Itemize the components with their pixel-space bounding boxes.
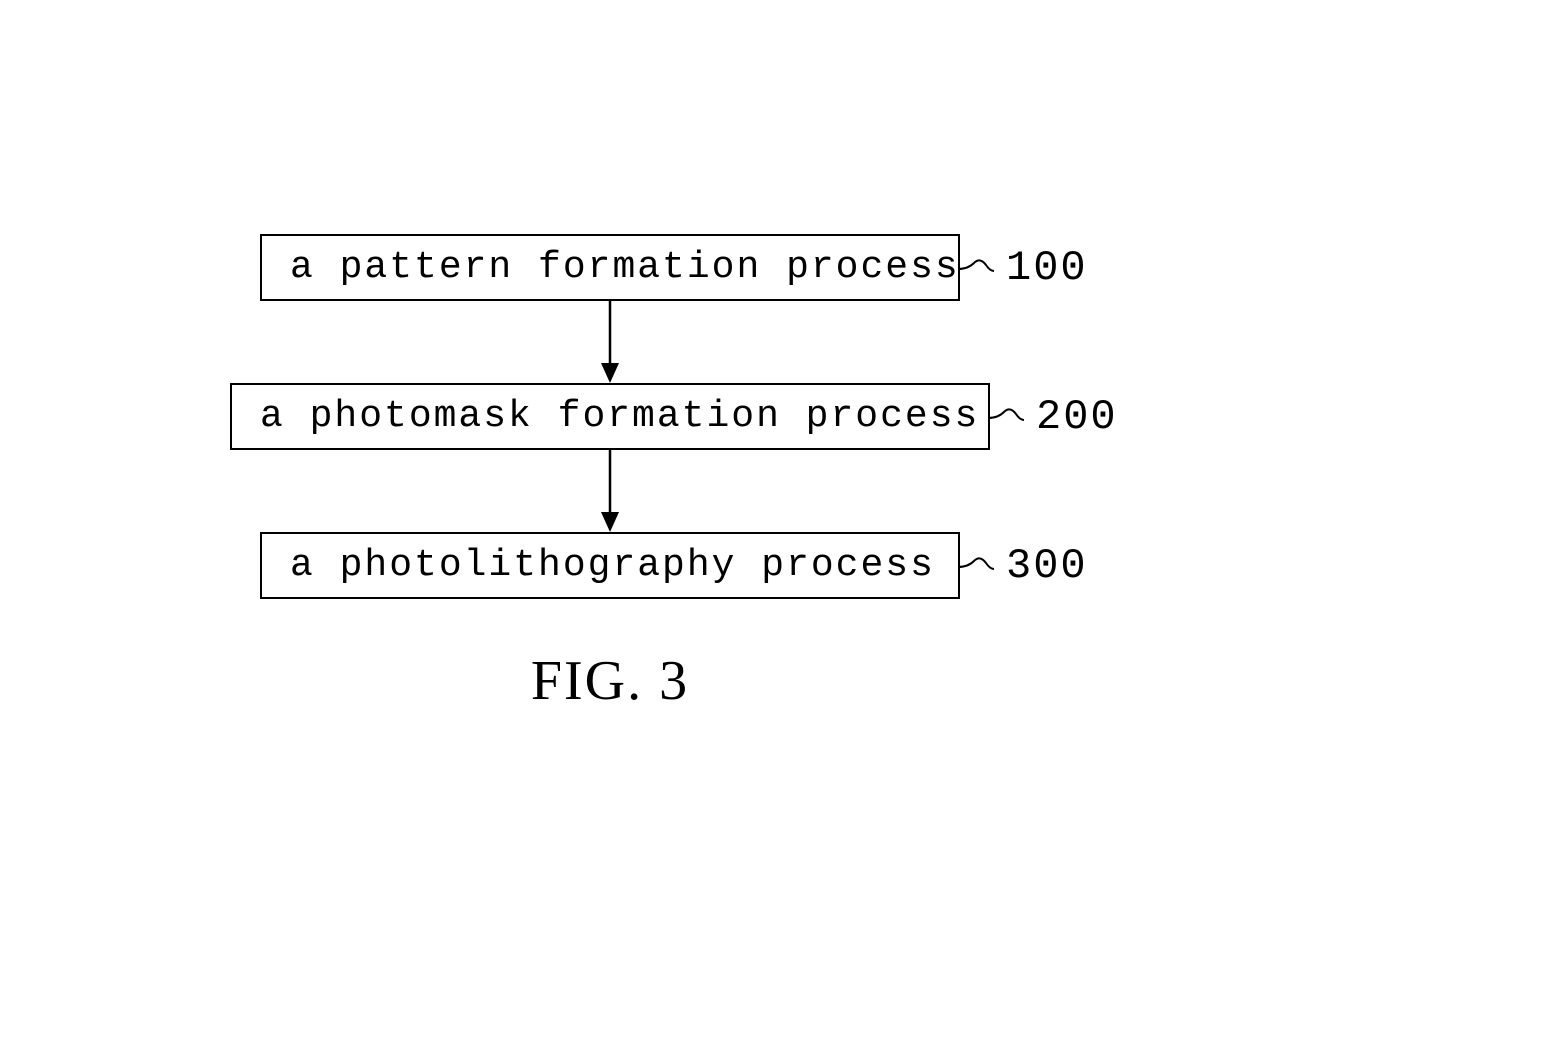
flow-row: a photomask formation process 200 [260, 383, 1260, 450]
flowchart-container: a pattern formation process 100 a photom… [260, 234, 1260, 713]
ref-connector-curve [988, 404, 1024, 430]
flow-node-label: a pattern formation process [290, 246, 960, 289]
flow-arrow [260, 301, 960, 383]
figure-caption: FIG. 3 [260, 649, 960, 713]
flow-node-label: a photolithography process [290, 544, 935, 587]
arrow-down-icon [598, 450, 622, 532]
flow-node-photomask-formation: a photomask formation process [230, 383, 990, 450]
flow-node-photolithography: a photolithography process [260, 532, 960, 599]
arrow-down-icon [598, 301, 622, 383]
ref-number: 300 [1006, 542, 1088, 590]
ref-connector-curve [958, 553, 994, 579]
flow-node-label: a photomask formation process [260, 395, 979, 438]
ref-number: 200 [1036, 393, 1118, 441]
ref-connector-curve [958, 255, 994, 281]
flow-row: a pattern formation process 100 [260, 234, 1260, 301]
ref-number: 100 [1006, 244, 1088, 292]
flow-arrow [260, 450, 960, 532]
flow-node-pattern-formation: a pattern formation process [260, 234, 960, 301]
flow-row: a photolithography process 300 [260, 532, 1260, 599]
